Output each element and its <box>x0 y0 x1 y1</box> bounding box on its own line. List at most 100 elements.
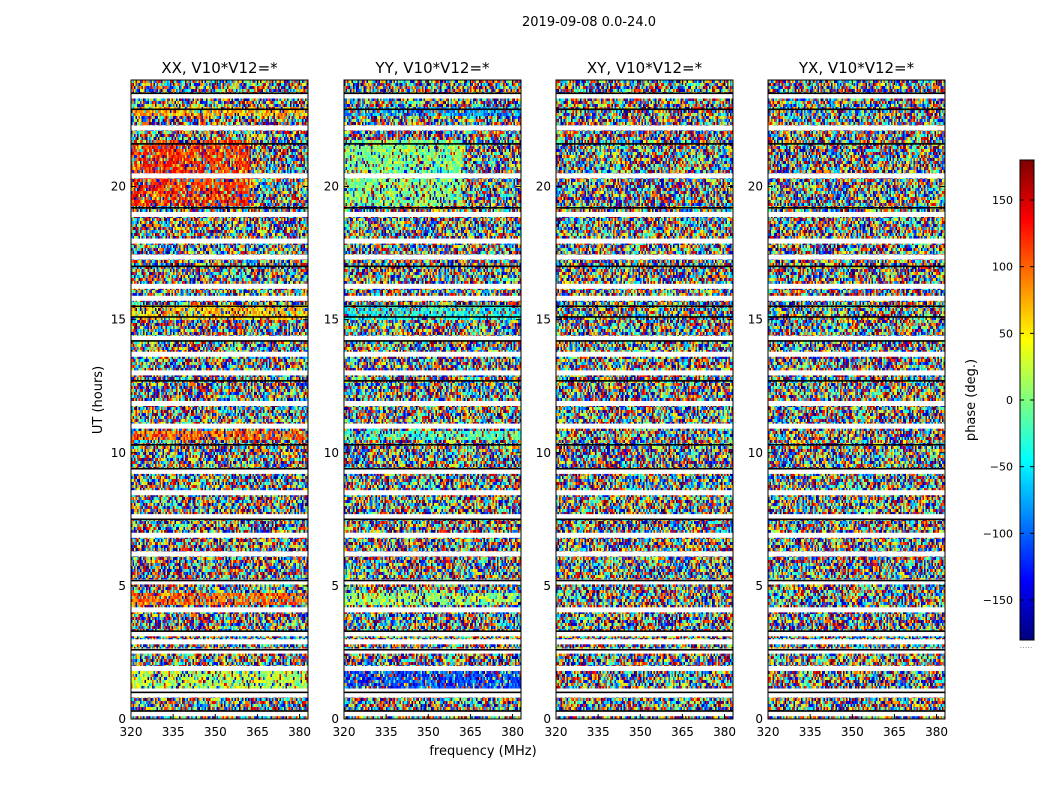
flag-gap <box>131 551 308 557</box>
colorbar-footnote: ..... <box>1020 641 1033 650</box>
flag-gap <box>768 665 945 671</box>
flag-line <box>131 648 308 651</box>
flag-line <box>344 265 521 268</box>
flag-line <box>556 265 733 268</box>
flag-gap <box>344 93 521 99</box>
flag-gap <box>768 283 945 289</box>
flag-gap <box>131 665 308 671</box>
flag-gap <box>768 400 945 406</box>
x-tick-label: 380 <box>501 725 524 739</box>
flag-gap <box>556 692 733 698</box>
x-tick-label: 320 <box>757 725 780 739</box>
flag-gap <box>131 711 308 717</box>
y-tick-label: 10 <box>111 446 126 460</box>
panel-4: YX, V10*V12=* 320 335 350 365 380 0 5 10 15 20 <box>748 59 948 739</box>
flag-line <box>344 305 521 308</box>
flag-line <box>344 710 521 712</box>
y-tick-label: 15 <box>111 313 126 327</box>
flag-gap <box>131 514 308 520</box>
flag-line <box>768 207 945 209</box>
flag-gap <box>556 238 733 244</box>
flag-gap <box>768 639 945 645</box>
flag-gap <box>556 551 733 557</box>
flag-line <box>344 443 521 446</box>
flag-gap <box>131 93 308 99</box>
flag-gap <box>344 238 521 244</box>
flag-gap <box>131 283 308 289</box>
flag-gap <box>768 125 945 131</box>
flag-line <box>556 380 733 382</box>
flag-line <box>344 340 521 342</box>
flag-line <box>131 710 308 712</box>
flag-gap <box>556 468 733 474</box>
flag-line <box>556 579 733 582</box>
flag-gap <box>131 490 308 496</box>
flag-gap <box>344 335 521 341</box>
flag-gap <box>344 711 521 717</box>
phase-heatmap <box>131 80 308 719</box>
flag-line <box>556 648 733 651</box>
flag-line <box>768 92 945 95</box>
flag-gap <box>344 351 521 357</box>
flag-gap <box>344 692 521 698</box>
flag-gap <box>131 295 308 301</box>
x-tick-label: 350 <box>204 725 227 739</box>
flag-gap <box>556 125 733 131</box>
panel-frame <box>130 79 309 720</box>
flag-gap <box>556 579 733 585</box>
flag-gap <box>131 211 308 217</box>
flag-line <box>344 630 521 632</box>
flag-gap <box>344 631 521 637</box>
flag-gap <box>768 711 945 717</box>
flag-gap <box>768 173 945 179</box>
flag-gap <box>131 468 308 474</box>
colorbar-tick-label: −150 <box>983 594 1013 607</box>
flag-gap <box>131 238 308 244</box>
flag-line <box>131 380 308 382</box>
flag-line <box>131 305 308 308</box>
panel-title: YY, V10*V12=* <box>374 59 490 77</box>
colorbar-tick-label: −50 <box>990 461 1013 474</box>
y-tick-label: 5 <box>118 579 126 593</box>
flag-gap <box>344 579 521 585</box>
flag-line <box>768 265 945 268</box>
flag-gap <box>556 173 733 179</box>
phase-heatmap <box>344 80 521 719</box>
panel-2: YY, V10*V12=* 320 335 350 365 380 0 5 10 15 20 <box>324 59 524 739</box>
flag-gap <box>768 490 945 496</box>
flag-gap <box>344 468 521 474</box>
flag-gap <box>344 639 521 645</box>
panel-frame <box>343 79 522 720</box>
flag-gap <box>768 692 945 698</box>
phase-heatmap <box>556 80 733 719</box>
flag-line <box>131 579 308 582</box>
x-tick-label: 380 <box>288 725 311 739</box>
flag-gap <box>768 254 945 260</box>
flag-line <box>768 443 945 446</box>
flag-gap <box>768 238 945 244</box>
flag-line <box>131 691 308 694</box>
flag-gap <box>768 93 945 99</box>
flag-gap <box>768 648 945 654</box>
y-tick-label: 20 <box>536 180 551 194</box>
flag-line <box>344 518 521 521</box>
flag-gap <box>344 173 521 179</box>
flag-gap <box>768 211 945 217</box>
flag-line <box>556 691 733 694</box>
flag-line <box>131 316 308 318</box>
flag-gap <box>768 688 945 694</box>
flag-line <box>768 579 945 582</box>
flag-gap <box>131 532 308 538</box>
x-tick-label: 365 <box>459 725 482 739</box>
flag-gap <box>344 607 521 613</box>
flag-line <box>556 305 733 308</box>
flag-gap <box>768 351 945 357</box>
x-tick-label: 380 <box>925 725 948 739</box>
flag-line <box>131 443 308 446</box>
flag-line <box>131 518 308 521</box>
flag-gap <box>556 631 733 637</box>
panels: XX, V10*V12=*320 335 350 365 38005101520YY, … <box>111 59 948 739</box>
flag-line <box>556 316 733 318</box>
flag-line <box>131 630 308 632</box>
flag-gap <box>131 254 308 260</box>
